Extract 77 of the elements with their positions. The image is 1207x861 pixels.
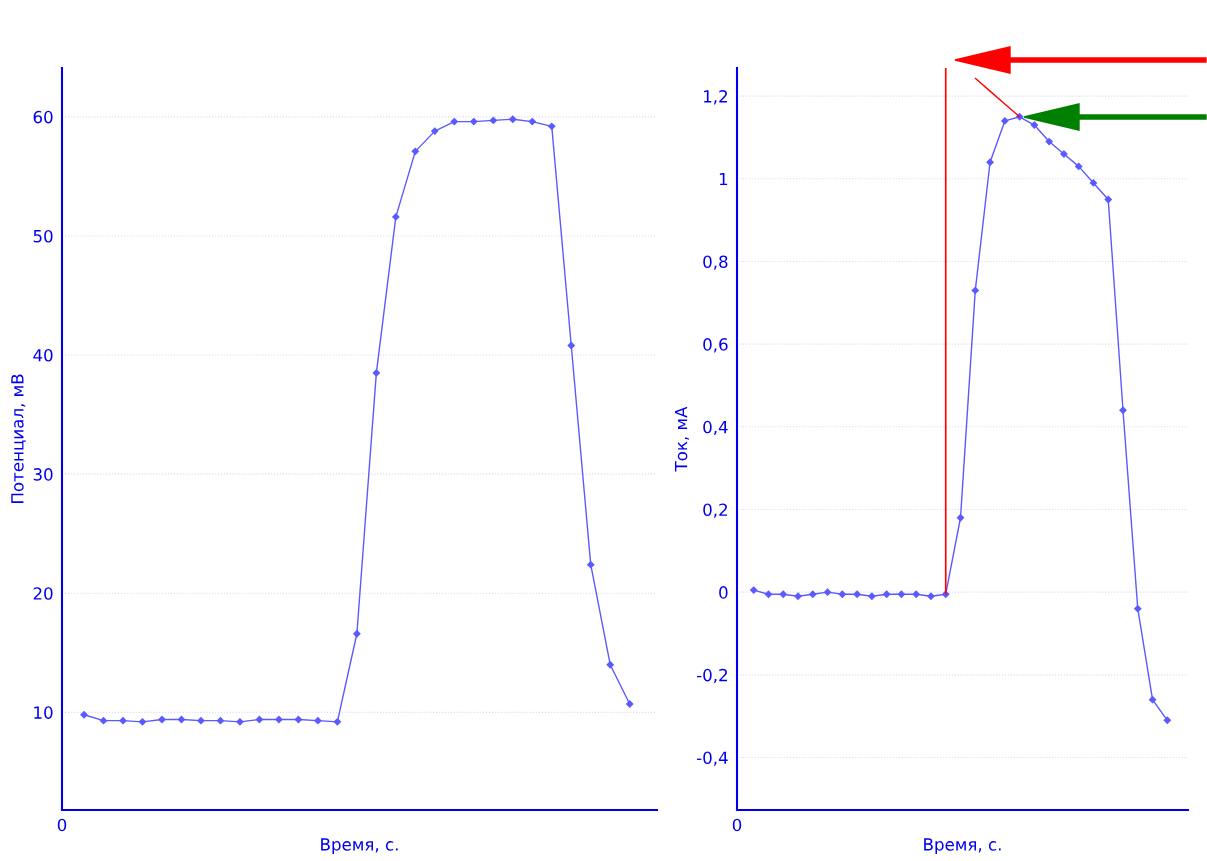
point (411, 147, 420, 156)
point (391, 212, 400, 221)
point (764, 590, 773, 599)
point (1119, 406, 1127, 415)
point (1104, 195, 1113, 204)
point (255, 715, 264, 724)
point (927, 592, 935, 601)
y-tick-label: 10 (34, 706, 53, 719)
point (547, 122, 556, 131)
point (158, 715, 166, 724)
point (867, 592, 876, 601)
point (1059, 150, 1068, 158)
point (586, 560, 595, 569)
point (216, 716, 225, 725)
x-axis-title: Время, с. (924, 838, 1001, 854)
point (897, 590, 906, 599)
point (779, 590, 788, 599)
point (1030, 121, 1039, 129)
y-tick-label: 0,6 (703, 338, 728, 353)
point (749, 586, 758, 595)
y-tick-label: 0 (719, 586, 728, 599)
y-tick-label: 20 (33, 587, 53, 600)
y-tick-label: 0,2 (703, 503, 727, 518)
point (352, 629, 361, 638)
point (1163, 716, 1172, 725)
text: 0 (57, 818, 67, 832)
point (838, 590, 847, 599)
point (882, 590, 891, 599)
point (80, 710, 88, 719)
point (823, 588, 832, 597)
point (450, 117, 459, 126)
point (1089, 178, 1098, 187)
point (567, 341, 576, 350)
point (971, 286, 980, 295)
point (119, 716, 127, 725)
point (853, 590, 862, 599)
y-tick-label: -0,4 (696, 751, 728, 766)
point (430, 127, 439, 136)
point (236, 717, 244, 726)
y-tick-label: 1 (719, 172, 728, 186)
point (1000, 116, 1009, 125)
point (197, 716, 205, 725)
y-tick-label: -0,2 (696, 668, 727, 684)
y-axis-title: Ток, мА (674, 406, 690, 472)
point (956, 513, 965, 522)
point (508, 115, 517, 124)
point (1045, 137, 1054, 146)
point (912, 590, 921, 599)
point (1148, 695, 1157, 704)
point (986, 158, 994, 167)
y-tick-label: 50 (33, 229, 53, 243)
point (99, 716, 108, 725)
point (294, 715, 303, 724)
y-tick-label: 0,8 (703, 255, 728, 270)
point (1074, 162, 1083, 171)
point (138, 717, 147, 726)
point (274, 715, 283, 724)
point (808, 590, 817, 599)
x-axis-title: Время, с. (321, 838, 398, 854)
y-tick-label: 0,4 (703, 420, 728, 436)
point (794, 592, 802, 601)
y-tick-label: 1,2 (703, 90, 727, 105)
point (469, 117, 478, 126)
point (606, 660, 615, 669)
y-tick-label: 60 (33, 110, 53, 124)
y-tick-label: 30 (33, 468, 53, 481)
point (489, 116, 498, 125)
point (333, 717, 342, 726)
point (528, 117, 537, 126)
point (372, 368, 381, 377)
y-tick-label: 40 (33, 349, 53, 362)
point (1015, 112, 1024, 121)
text: 0 (732, 818, 742, 832)
point (1133, 604, 1142, 613)
point (625, 700, 634, 708)
point (313, 716, 322, 725)
y-axis-title: Потенциал, мВ (11, 374, 26, 503)
